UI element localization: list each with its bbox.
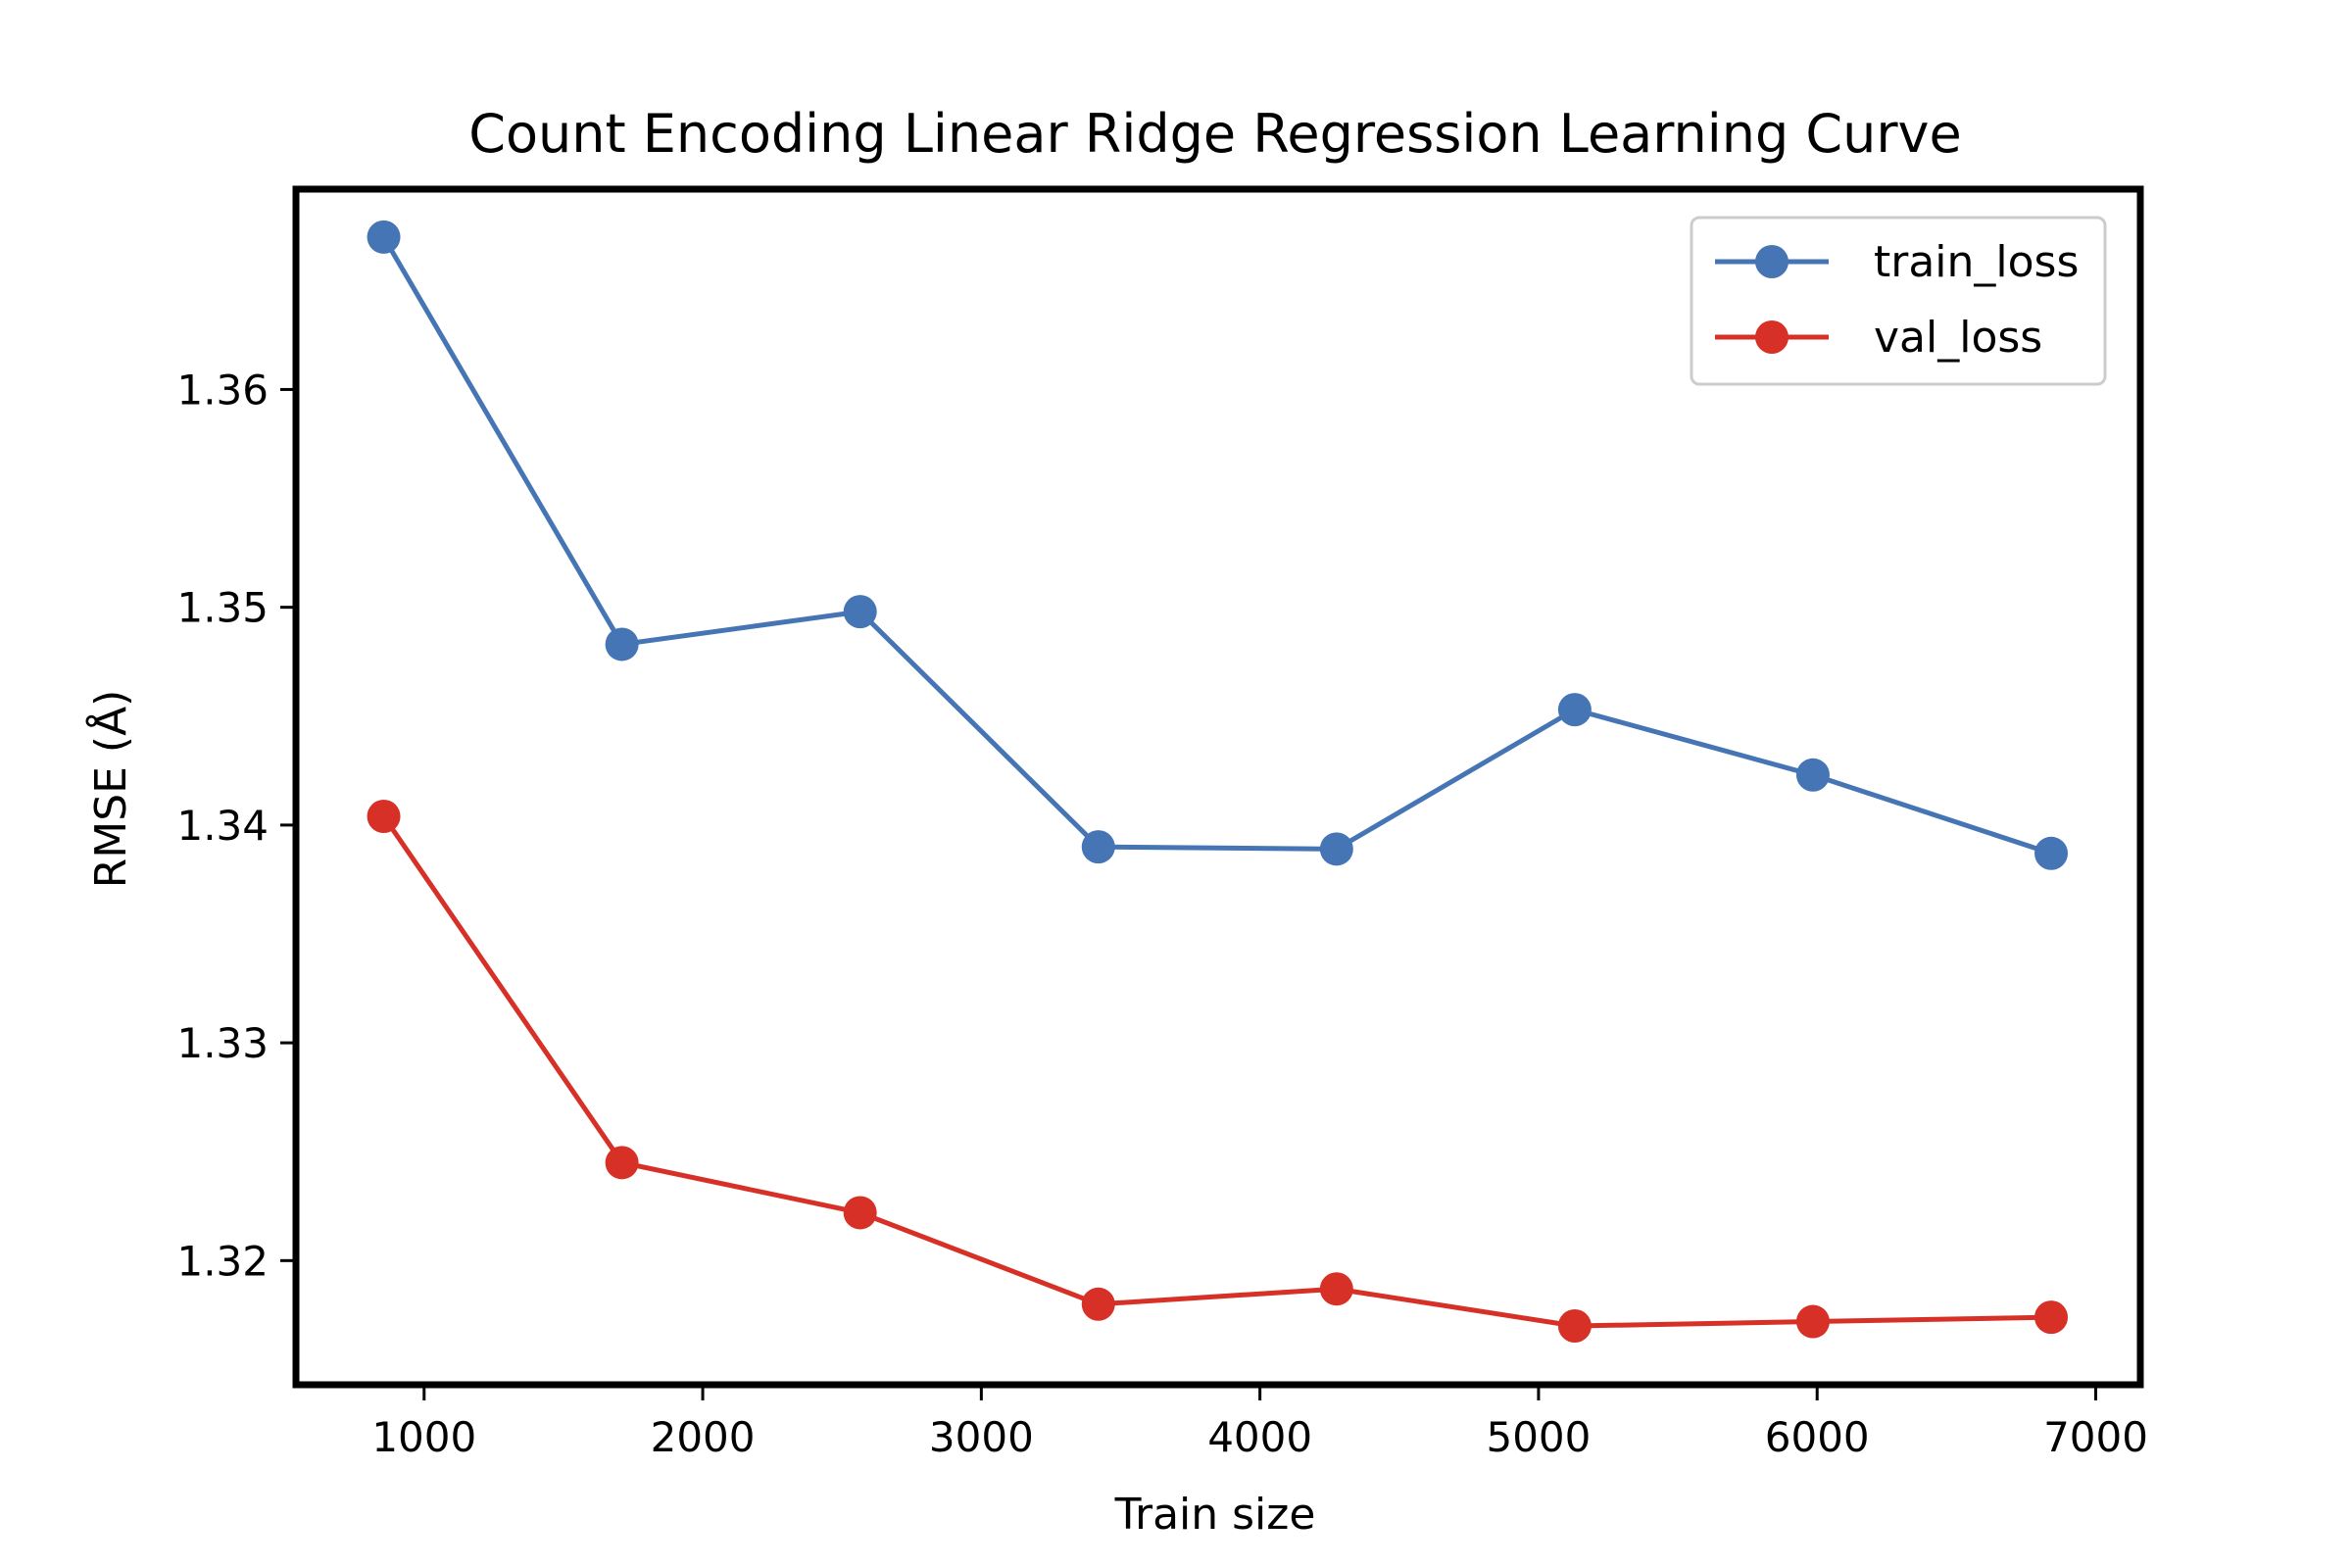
train_loss-point <box>1319 832 1353 866</box>
plot-frame <box>292 185 2144 1389</box>
series-layer <box>367 220 2069 1343</box>
legend-label-val_loss: val_loss <box>1874 313 2042 363</box>
train_loss-point <box>2034 836 2069 870</box>
x-tick-label: 1000 <box>371 1413 476 1461</box>
x-tick-label: 3000 <box>929 1413 1034 1461</box>
val_loss-point <box>843 1196 877 1230</box>
y-tick-label: 1.36 <box>176 366 269 414</box>
y-axis-label: RMSE (Å) <box>84 690 136 889</box>
val_loss-point <box>1795 1304 1830 1339</box>
series-train_loss <box>367 220 2069 870</box>
legend-marker-train_loss <box>1755 245 1788 278</box>
train_loss-point <box>1557 693 1592 727</box>
val_loss-point <box>1319 1272 1353 1306</box>
val_loss-point <box>605 1146 639 1180</box>
x-tick-label: 2000 <box>651 1413 756 1461</box>
train_loss-point <box>1795 758 1830 792</box>
x-axis-label: Train size <box>1114 1490 1316 1540</box>
legend-label-train_loss: train_loss <box>1874 237 2079 287</box>
train_loss-point <box>367 220 401 254</box>
y-tick-label: 1.34 <box>176 802 269 850</box>
ticks: 1000 2000 3000 4000 5000 6000 7000 1.32 1.33 1.34… <box>176 366 2147 1461</box>
val_loss-point <box>367 800 401 833</box>
train_loss-point <box>605 627 639 662</box>
y-tick-label: 1.33 <box>176 1019 269 1067</box>
train_loss-point <box>1081 830 1115 864</box>
legend: train_loss val_loss <box>1690 216 2107 386</box>
x-tick-label: 4000 <box>1207 1413 1312 1461</box>
x-tick-label: 5000 <box>1486 1413 1591 1461</box>
train_loss-line <box>381 235 2052 857</box>
x-tick-label: 7000 <box>2043 1413 2148 1461</box>
series-val_loss <box>367 800 2069 1343</box>
val_loss-point <box>2034 1300 2069 1335</box>
legend-marker-val_loss <box>1755 320 1788 354</box>
val_loss-point <box>1557 1309 1592 1343</box>
val_loss-point <box>1081 1287 1115 1321</box>
y-tick-label: 1.32 <box>176 1237 269 1285</box>
train_loss-point <box>843 595 877 629</box>
y-tick-label: 1.35 <box>176 584 269 632</box>
val_loss-line <box>381 814 2052 1329</box>
x-tick-label: 6000 <box>1765 1413 1870 1461</box>
chart-title: Count Encoding Linear Ridge Regression L… <box>468 103 1961 165</box>
